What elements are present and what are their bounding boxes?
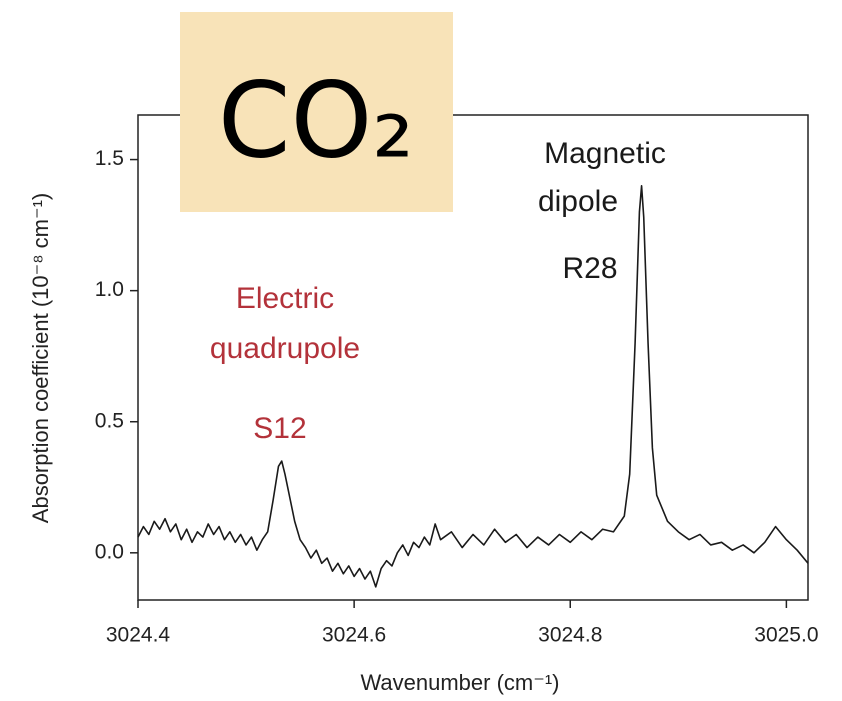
x-tick-label: 3025.0 [754, 624, 818, 647]
y-tick-label: 1.0 [95, 278, 124, 301]
annotation: R28 [562, 252, 617, 285]
annotation: quadrupole [210, 332, 360, 365]
chart-title: CO₂ [218, 59, 414, 181]
y-tick-label: 0.5 [95, 409, 124, 432]
y-axis-label: Absorption coefficient (10⁻⁸ cm⁻¹) [28, 193, 53, 523]
y-tick-label: 0.0 [95, 540, 124, 563]
y-tick-label: 1.5 [95, 147, 124, 170]
title-badge [180, 12, 453, 212]
spectrum-line [137, 184, 809, 588]
x-tick-label: 3024.6 [322, 624, 386, 647]
annotation: dipole [538, 185, 618, 218]
x-axis-label: Wavenumber (cm⁻¹) [360, 670, 559, 695]
x-tick-label: 3024.4 [106, 624, 171, 647]
annotation: Magnetic [544, 137, 666, 170]
annotation: Electric [236, 282, 334, 315]
annotation: S12 [253, 412, 306, 445]
x-tick-label: 3024.8 [538, 624, 602, 647]
plot-frame [137, 114, 809, 601]
